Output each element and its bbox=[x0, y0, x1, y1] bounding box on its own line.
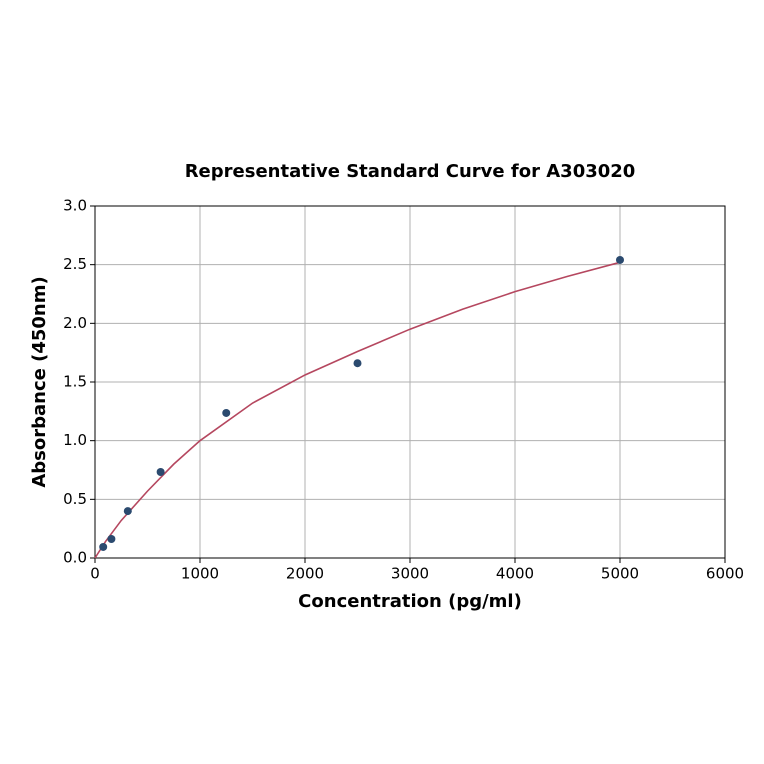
y-tick-label: 1.5 bbox=[63, 373, 87, 391]
y-tick-label: 0.5 bbox=[63, 490, 87, 508]
x-tick-label: 5000 bbox=[601, 565, 639, 583]
x-tick-label: 3000 bbox=[391, 565, 429, 583]
y-tick-label: 2.5 bbox=[63, 255, 87, 273]
x-tick-label: 6000 bbox=[706, 565, 744, 583]
y-tick-label: 2.0 bbox=[63, 314, 87, 332]
data-point bbox=[616, 255, 624, 264]
y-tick-label: 0.0 bbox=[63, 549, 87, 567]
x-tick-label: 4000 bbox=[496, 565, 534, 583]
x-axis-label: Concentration (pg/ml) bbox=[298, 591, 522, 612]
data-point bbox=[99, 542, 108, 551]
data-point bbox=[107, 534, 116, 543]
x-tick-label: 0 bbox=[90, 565, 100, 583]
data-point bbox=[123, 507, 132, 516]
x-tick-label: 1000 bbox=[181, 565, 219, 583]
y-axis-label: Absorbance (450nm) bbox=[29, 276, 50, 487]
y-tick-label: 1.0 bbox=[63, 431, 87, 449]
data-point bbox=[353, 359, 362, 368]
x-tick-label: 2000 bbox=[286, 565, 324, 583]
fit-curve bbox=[94, 261, 621, 559]
data-point bbox=[156, 467, 165, 476]
data-point bbox=[222, 408, 231, 417]
plot-frame bbox=[94, 205, 726, 559]
chart-title: Representative Standard Curve for A30302… bbox=[185, 161, 636, 182]
y-tick-label: 3.0 bbox=[63, 197, 87, 215]
